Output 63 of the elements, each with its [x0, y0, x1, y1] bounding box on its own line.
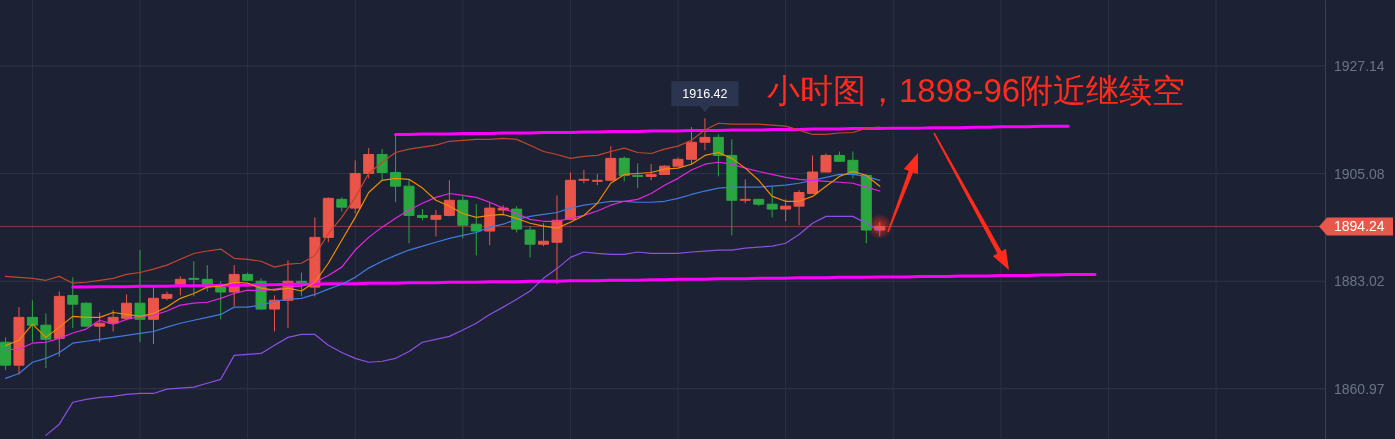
line-series	[4, 173, 881, 379]
candlestick	[605, 145, 617, 182]
candlestick	[242, 271, 254, 282]
candlestick	[376, 148, 388, 181]
candlestick	[457, 195, 469, 239]
candlestick	[793, 189, 805, 226]
candlestick	[699, 117, 711, 151]
candlestick	[94, 311, 106, 343]
candlestick	[161, 291, 173, 301]
candlestick	[403, 178, 415, 244]
candlestick	[847, 151, 859, 179]
candlestick	[874, 221, 886, 237]
candlestick	[80, 301, 92, 328]
candlestick	[807, 154, 819, 194]
y-tick-label: 1883.02	[1334, 273, 1385, 290]
candlestick	[860, 173, 872, 244]
candlestick	[336, 196, 348, 213]
ref-line-label: 1894.24	[1334, 218, 1385, 235]
candlestick	[726, 138, 738, 236]
candlestick	[0, 336, 12, 371]
candlestick	[833, 151, 845, 162]
line-series	[71, 272, 1097, 289]
candlestick	[524, 225, 536, 258]
candlestick	[322, 196, 334, 243]
line-series	[4, 122, 881, 284]
candlestick	[430, 209, 442, 237]
candlestick	[538, 222, 550, 247]
candlestick	[564, 172, 576, 221]
candlestick	[685, 126, 697, 165]
candlestick	[201, 264, 213, 293]
candlestick	[390, 134, 402, 203]
candlestick	[766, 185, 778, 218]
candlestick	[820, 152, 832, 173]
line-series	[394, 124, 1070, 136]
candlestick	[618, 155, 630, 182]
candlestick	[349, 159, 361, 214]
candlestick	[416, 208, 428, 221]
candlestick	[739, 178, 751, 204]
y-tick-label: 1927.14	[1334, 57, 1385, 74]
candlestick	[443, 179, 455, 217]
y-tick-label: 1905.08	[1334, 165, 1385, 182]
annotation: 1916.42	[682, 87, 728, 102]
y-tick-label: 1860.97	[1334, 380, 1385, 397]
candlestick	[780, 198, 792, 222]
candlestick	[578, 169, 590, 184]
candlestick	[107, 309, 119, 333]
candlestick	[174, 275, 186, 296]
candlestick	[712, 133, 724, 177]
annotation: 小时图，1898-96附近继续空	[767, 72, 1186, 109]
candlestick	[363, 147, 375, 179]
candlestick	[188, 260, 200, 297]
candlestick	[551, 194, 563, 285]
candlestick	[67, 276, 79, 329]
candlestick	[215, 280, 227, 320]
candlestick	[470, 203, 482, 256]
candlestick	[753, 198, 765, 207]
candlestick	[591, 173, 603, 186]
candlestick	[53, 291, 65, 357]
candlestick	[672, 156, 684, 167]
candlestick	[13, 306, 25, 375]
candlestick	[632, 162, 644, 189]
candlestick	[26, 299, 38, 343]
candlestick	[645, 163, 657, 181]
